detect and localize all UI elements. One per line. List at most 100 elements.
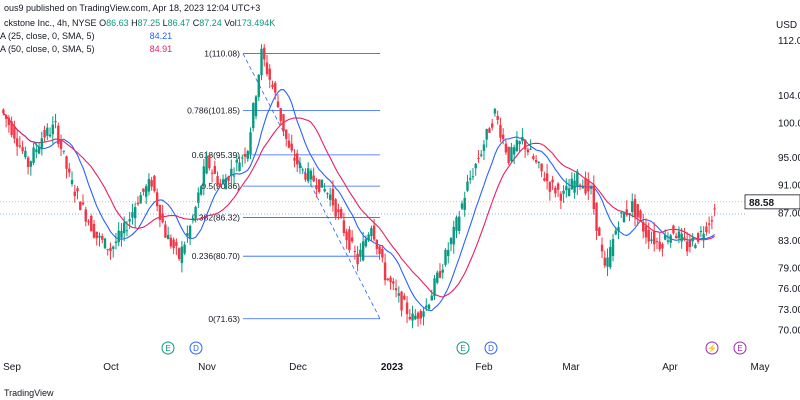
candle-body [79,201,82,211]
y-tick-label: 91.00 [778,181,800,192]
y-tick-label: 112.00 [778,36,800,47]
candle-body [611,239,615,257]
candle-body [249,132,252,154]
fib-level-label: 1(110.08) [204,49,240,59]
x-tick-label: Nov [198,362,216,373]
event-marker-letter: D [193,344,199,353]
candle-body [378,246,381,254]
candle-body [480,154,483,156]
candle-body [521,136,524,142]
fib-level-label: 0.786(101.85) [187,105,240,115]
ohlc-key: L [160,18,168,28]
candle-body [389,277,392,283]
event-marker[interactable] [705,341,719,355]
candle-body [180,246,184,264]
candle-body [323,189,326,192]
candle-body [293,157,296,161]
candle-body [18,145,22,147]
candle-body [298,162,302,169]
candle-body [197,192,200,203]
candle-body [133,207,137,219]
event-marker[interactable] [484,341,498,355]
candle-body [674,235,678,239]
ohlc-values: O86.63 H87.25 L86.47 C87.24 Vol173.494K [99,18,275,28]
candle-body [241,157,244,159]
candle-body [101,236,104,240]
candle-body [4,114,8,119]
candle-body [598,227,601,236]
candle-body [609,247,612,268]
candle-body [606,257,609,267]
candle-body [430,295,433,301]
event-marker[interactable] [456,341,470,355]
candle-body [73,191,76,196]
event-marker-letter: D [488,344,494,353]
candle-body [194,206,197,219]
candle-body [427,304,431,310]
candle-body [672,225,675,234]
candle-body [375,239,379,249]
y-tick-label: 104.00 [778,91,800,102]
candle-body [677,231,681,239]
candle-body [312,175,315,182]
candle-body [290,143,293,151]
ohlc-key: H [128,18,138,28]
candle-body [411,313,414,321]
candle-body [282,114,285,132]
candle-body [224,178,228,190]
event-marker[interactable] [189,341,203,355]
indicator-ma25[interactable]: A (25, close, 0, SMA, 5) 84.21 [0,31,172,41]
candle-body [636,204,639,218]
candle-body [54,121,57,123]
candle-body [526,149,530,153]
candle-body [76,188,79,192]
y-tick-label: 70.00 [778,326,800,337]
candle-body [304,173,307,180]
event-marker-letter: ⚡ [707,343,717,353]
candle-body [474,163,477,169]
axes: 112.00 104.00 100.00 95.00 91.00 87.00 83.00 79… [0,36,800,373]
candle-body [252,103,255,129]
candle-body [447,249,450,257]
indicator-value: 84.91 [149,44,173,54]
candle-body [51,124,55,135]
candle-body [702,233,705,240]
candle-body [696,233,700,242]
fib-level-label: 0.618(95.39) [192,150,240,160]
candle-body [455,217,458,231]
candle-body [460,203,464,209]
candle-body [123,222,126,234]
event-marker[interactable] [161,341,175,355]
candle-body [628,213,631,215]
candle-body [584,177,587,194]
candle-body [345,231,348,241]
ohlc-value: 86.47 [167,18,191,28]
candle-body [32,147,35,163]
candle-body [315,185,318,190]
indicator-value: 84.21 [149,31,173,41]
event-marker-letter: E [460,344,465,353]
event-marker[interactable] [733,341,747,355]
candles [2,44,716,329]
candle-body [37,146,41,154]
candle-body [620,212,623,214]
indicator-ma50[interactable]: A (50, close, 0, SMA, 5) 84.91 [0,44,172,54]
candle-body [485,128,488,140]
candle-body [595,202,598,231]
candle-body [161,213,164,223]
candle-body [663,235,667,240]
candle-body [414,315,417,320]
candle-body [7,117,11,126]
candle-body [10,121,13,136]
candle-body [570,178,574,190]
candle-body [603,257,606,266]
candle-body [337,209,340,213]
candle-body [265,62,269,75]
ohlc-value: 87.25 [137,18,161,28]
x-tick-label: 2023 [381,362,404,373]
candle-body [477,158,480,160]
candle-body [685,241,689,252]
x-tick-label: Apr [662,362,678,373]
y-tick-label: 73.00 [778,305,800,316]
